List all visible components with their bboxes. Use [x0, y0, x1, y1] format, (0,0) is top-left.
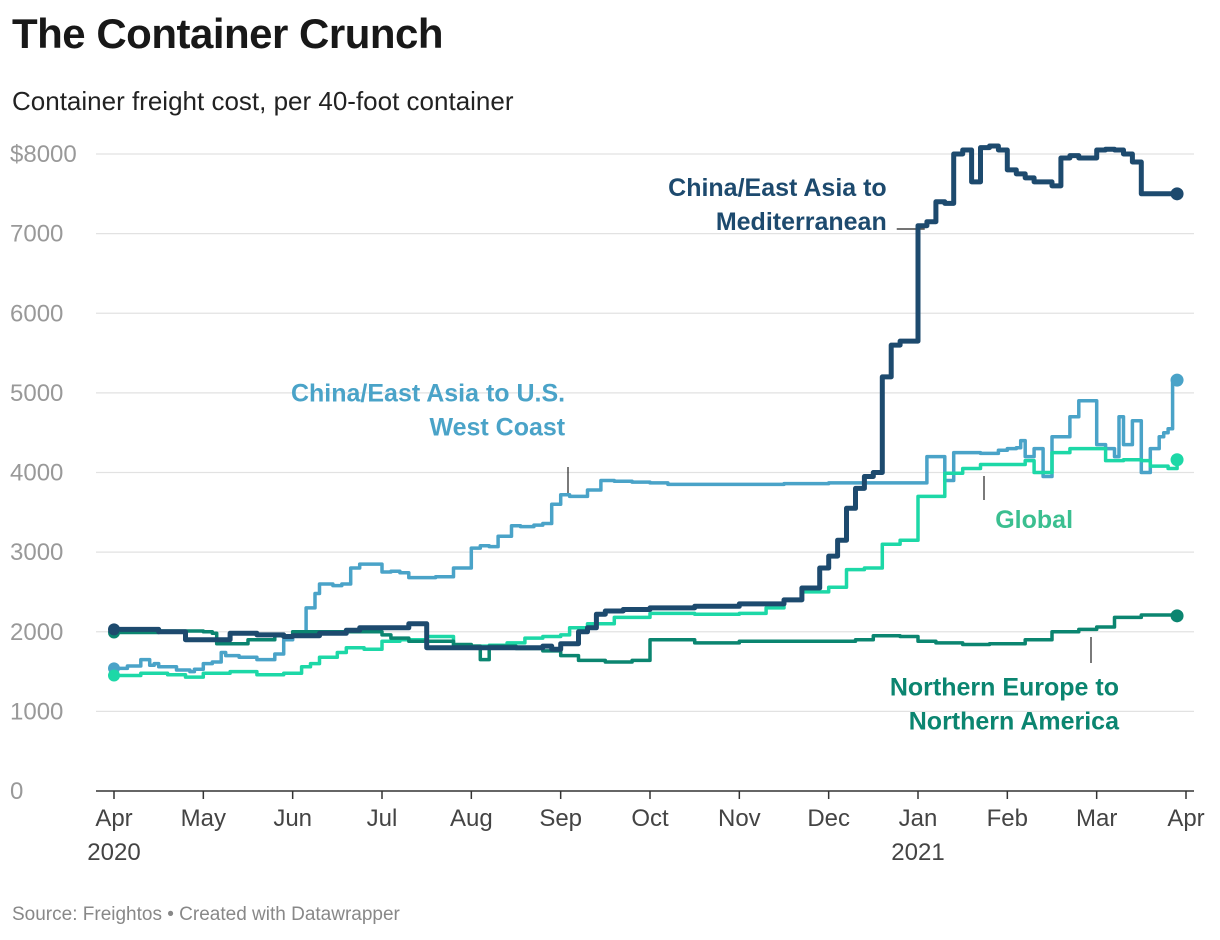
y-tick-label: 4000 [10, 460, 63, 487]
y-tick-label: 3000 [10, 539, 63, 566]
y-tick-label: 2000 [10, 619, 63, 646]
x-tick-sublabel: 2021 [891, 839, 944, 866]
x-tick-label: Sep [539, 805, 582, 832]
y-tick-label: 6000 [10, 300, 63, 327]
x-tick-label: Apr [95, 805, 132, 832]
x-tick-label: Jan [899, 805, 938, 832]
annotation-label-global: Global [995, 506, 1073, 534]
series-end-point-global [1170, 453, 1184, 467]
series-line-china-east-asia-to-mediterranean [111, 143, 1180, 652]
x-tick-label: Feb [987, 805, 1028, 832]
source-note: Source: Freightos • Created with Datawra… [12, 904, 400, 925]
annotation-label-china-east-asia-to-u-s-west-coast: China/East Asia to U.S. [291, 380, 565, 408]
y-tick-label: 7000 [10, 221, 63, 248]
x-tick-label: May [181, 805, 226, 832]
series-line-global [112, 446, 1179, 679]
annotation-label-china-east-asia-to-mediterranean: Mediterranean [716, 208, 887, 236]
gridlines [96, 153, 1194, 792]
series-start-point-china-east-asia-to-mediterranean [108, 623, 120, 636]
x-tick-sublabel: 2020 [87, 839, 140, 866]
x-tick-label: Oct [631, 805, 669, 832]
series-end-point-china-east-asia-to-u-s-west-coast [1170, 373, 1184, 387]
x-tick-label: Mar [1076, 805, 1117, 832]
x-tick-label: Jun [273, 805, 312, 832]
annotations: China/East Asia to Mediterranean China/Eas… [291, 174, 1120, 735]
x-tick-label: Nov [718, 805, 761, 832]
x-tick-label: Jul [367, 805, 398, 832]
series-end-point-china-east-asia-to-mediterranean [1170, 187, 1184, 201]
y-tick-label: 5000 [10, 380, 63, 407]
chart-subtitle: Container freight cost, per 40-foot cont… [12, 86, 514, 116]
y-tick-label: $8000 [10, 141, 77, 168]
annotation-leaders [567, 228, 1092, 663]
x-tick-label: Apr [1167, 805, 1204, 832]
annotation-label-northern-europe-to-northern-america: Northern Europe to [890, 673, 1119, 701]
y-tick-label: 1000 [10, 698, 63, 725]
series-lines [111, 143, 1180, 679]
chart-title: The Container Crunch [12, 10, 444, 57]
y-tick-label: 0 [10, 778, 23, 805]
annotation-label-northern-europe-to-northern-america: Northern America [909, 707, 1120, 735]
x-axis: Apr 2020 May Jun Jul Aug Sep Oct Nov Dec Jan 2021 Fe… [87, 791, 1205, 866]
annotation-label-china-east-asia-to-u-s-west-coast: West Coast [429, 414, 565, 442]
series-start-point-global [108, 669, 120, 682]
series-end-point-northern-europe-to-northern-america [1170, 609, 1184, 623]
y-axis: $8000 7000 6000 5000 4000 3000 2000 1000 0 [10, 141, 77, 805]
x-tick-label: Dec [807, 805, 850, 832]
x-tick-label: Aug [450, 805, 493, 832]
series-endpoints [108, 187, 1184, 682]
annotation-label-china-east-asia-to-mediterranean: China/East Asia to [668, 174, 887, 202]
series-line-china-east-asia-to-u-s-west-coast [112, 376, 1179, 674]
